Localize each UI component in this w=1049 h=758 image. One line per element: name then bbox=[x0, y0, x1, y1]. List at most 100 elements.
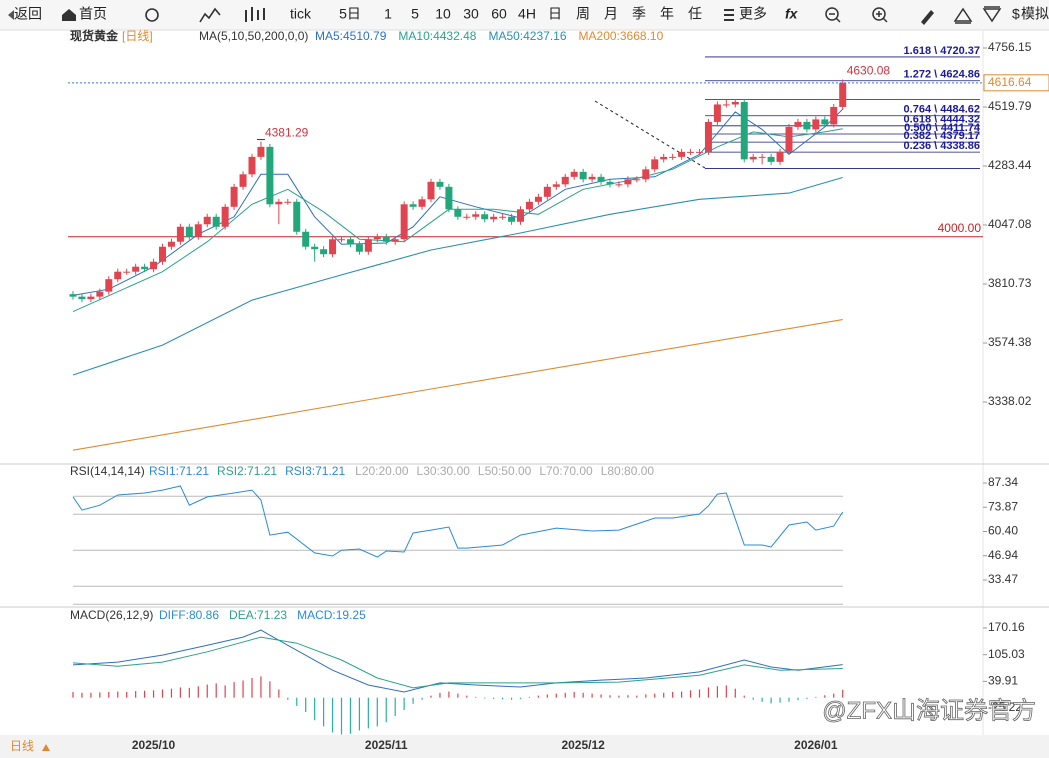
period-button[interactable]: 5 bbox=[411, 6, 419, 22]
candle-body bbox=[713, 104, 721, 122]
period-button[interactable]: 30 bbox=[463, 6, 479, 22]
macd-bar bbox=[287, 697, 289, 700]
candle-body bbox=[293, 201, 301, 232]
macd-bar bbox=[663, 692, 665, 698]
candle-body bbox=[436, 181, 444, 187]
last-price-label: 4616.64 bbox=[988, 75, 1032, 89]
period-button[interactable]: 1 bbox=[384, 6, 392, 22]
diff-line bbox=[72, 629, 843, 693]
candle-body bbox=[275, 201, 283, 205]
toolbar bbox=[0, 0, 1049, 30]
candle-body bbox=[740, 101, 748, 160]
ma-line bbox=[72, 176, 843, 376]
home-label: 首页 bbox=[79, 6, 107, 22]
macd-bar bbox=[528, 696, 531, 698]
macd-bar bbox=[582, 692, 584, 698]
candle-body bbox=[463, 216, 471, 218]
macd-bar bbox=[215, 683, 217, 698]
period-button[interactable]: 月 bbox=[604, 6, 618, 22]
y-tick-label: 170.16 bbox=[988, 620, 1025, 634]
draw-button[interactable] bbox=[921, 10, 934, 25]
period-button[interactable]: 10 bbox=[435, 6, 451, 22]
period-button[interactable]: 60 bbox=[491, 6, 507, 22]
y-tick-label: 4283.44 bbox=[988, 158, 1032, 172]
candle-body bbox=[731, 101, 739, 105]
macd-bar bbox=[645, 694, 647, 698]
candle-body bbox=[561, 176, 569, 185]
up-button[interactable] bbox=[953, 7, 973, 24]
candle-body bbox=[490, 216, 498, 220]
candle-body bbox=[123, 271, 131, 273]
candle-body bbox=[382, 236, 390, 242]
y-tick-label: 4519.79 bbox=[988, 99, 1032, 113]
macd-bar bbox=[421, 697, 423, 700]
candle-body bbox=[454, 209, 462, 217]
macd-bar bbox=[161, 689, 164, 698]
macd-bar bbox=[770, 697, 772, 704]
candle-body bbox=[633, 179, 641, 181]
macd-bar bbox=[788, 697, 790, 702]
rsi-ref-legend: L70:70.00 bbox=[539, 464, 593, 478]
candle-button[interactable] bbox=[245, 7, 265, 22]
candle-body bbox=[597, 176, 605, 182]
candle-body bbox=[212, 216, 220, 227]
macd-bar bbox=[779, 697, 781, 703]
candle-body bbox=[203, 216, 211, 225]
candle-body bbox=[373, 236, 381, 240]
back-icon bbox=[8, 10, 14, 20]
period-button[interactable]: 周 bbox=[576, 6, 590, 22]
candle-body bbox=[150, 261, 158, 270]
period-button[interactable]: 日 bbox=[548, 6, 562, 22]
macd-bar bbox=[358, 697, 360, 731]
candle-body bbox=[481, 214, 489, 220]
zoom-icon bbox=[876, 11, 888, 23]
period-button[interactable]: 季 bbox=[632, 6, 646, 22]
macd-bar bbox=[627, 695, 629, 698]
candle-body bbox=[391, 239, 399, 242]
period-button[interactable]: 4H bbox=[518, 6, 536, 22]
footer-period[interactable]: 日线 bbox=[10, 739, 34, 753]
home-button[interactable]: 首页 bbox=[62, 6, 107, 22]
y-tick-label: 33.47 bbox=[988, 572, 1018, 586]
macd-bar bbox=[403, 697, 405, 710]
rsi-ref-legend: L30:30.00 bbox=[417, 464, 471, 478]
candle-body bbox=[785, 126, 793, 152]
macd-bar bbox=[90, 692, 92, 698]
refresh-button[interactable] bbox=[145, 8, 159, 22]
zoom-in-button[interactable] bbox=[872, 7, 888, 23]
candle-body bbox=[588, 176, 596, 180]
down-button[interactable] bbox=[982, 6, 1002, 23]
candle-body bbox=[355, 244, 363, 252]
fx-button[interactable]: fx bbox=[785, 6, 799, 22]
back-button[interactable]: 返回 bbox=[8, 6, 42, 22]
footer bbox=[0, 735, 1049, 758]
sim-button[interactable]: 模拟 bbox=[1021, 6, 1049, 22]
candle-body bbox=[445, 186, 453, 210]
tick-button[interactable]: tick bbox=[290, 6, 312, 22]
macd-bar bbox=[126, 691, 128, 698]
candle-body bbox=[543, 186, 551, 197]
date-label: 2025/10 bbox=[132, 738, 176, 752]
period-button[interactable]: 任 bbox=[688, 6, 702, 22]
date-label: 2026/01 bbox=[794, 738, 838, 752]
y-tick-label: 46.94 bbox=[988, 548, 1018, 562]
macd-bar bbox=[340, 697, 343, 735]
macd-bar bbox=[734, 688, 736, 698]
candle-body bbox=[114, 271, 122, 280]
more-button[interactable]: 更多 bbox=[739, 6, 767, 22]
macd-bar bbox=[475, 696, 477, 698]
candle-body bbox=[525, 201, 533, 210]
candle-body bbox=[78, 296, 86, 300]
macd-bar bbox=[108, 691, 110, 698]
period-button[interactable]: 5日 bbox=[339, 6, 361, 22]
candle-body bbox=[409, 204, 417, 207]
chart-type-button[interactable] bbox=[199, 7, 221, 23]
zoom-out-button[interactable] bbox=[825, 7, 841, 23]
candle-body bbox=[346, 239, 354, 245]
period-button[interactable]: 年 bbox=[660, 6, 674, 22]
y-tick-label: 3338.02 bbox=[988, 394, 1032, 408]
macd-bar bbox=[609, 695, 611, 698]
ma-legend: MA10:4432.48 bbox=[398, 29, 476, 43]
candle-body bbox=[266, 146, 274, 205]
